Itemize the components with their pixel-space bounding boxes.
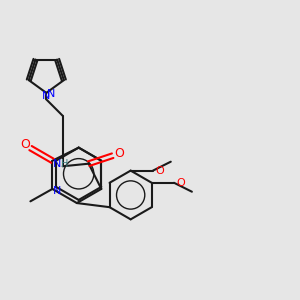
Text: O: O bbox=[176, 178, 185, 188]
Text: N: N bbox=[53, 186, 61, 196]
Text: N: N bbox=[46, 89, 55, 99]
Text: O: O bbox=[114, 147, 124, 160]
Text: O: O bbox=[155, 166, 164, 176]
Text: N: N bbox=[42, 91, 50, 101]
Text: N: N bbox=[53, 159, 61, 169]
Text: H: H bbox=[61, 159, 69, 169]
Text: O: O bbox=[20, 138, 30, 151]
